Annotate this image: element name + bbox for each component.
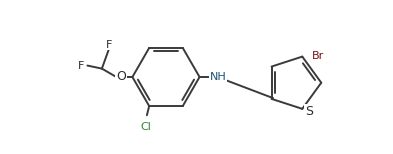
Text: Br: Br	[311, 51, 324, 61]
Text: F: F	[78, 61, 84, 71]
Text: F: F	[106, 40, 112, 50]
Text: S: S	[305, 105, 313, 118]
Text: Cl: Cl	[141, 122, 152, 132]
Text: NH: NH	[209, 72, 226, 82]
Text: O: O	[116, 71, 126, 83]
